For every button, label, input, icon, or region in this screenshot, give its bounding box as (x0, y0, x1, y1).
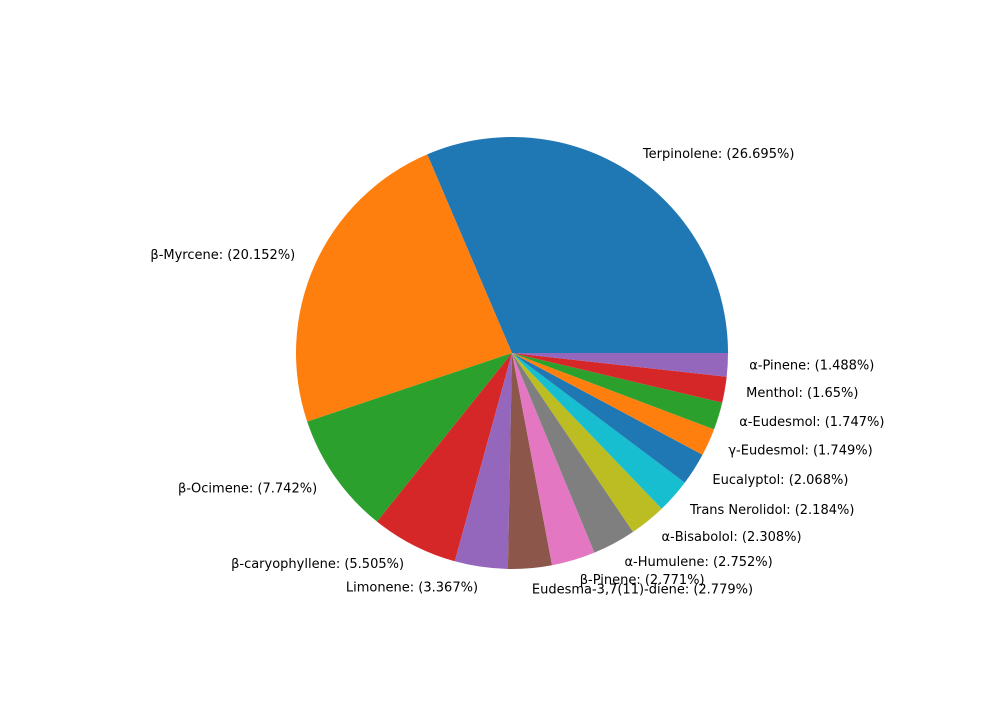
pie-slice (512, 353, 723, 430)
pie-slice (512, 353, 595, 566)
pie-slice (512, 353, 703, 483)
slice-label: β-caryophyllene: (5.505%) (231, 557, 404, 572)
pie-slice (376, 353, 512, 562)
slice-label: α-Eudesmol: (1.747%) (739, 415, 884, 430)
pie-slice (507, 353, 553, 569)
slice-label: Limonene: (3.367%) (346, 581, 478, 596)
slice-label: α-Humulene: (2.752%) (624, 555, 772, 570)
pie-slice (512, 353, 662, 532)
pie-slice (512, 353, 728, 377)
slice-label: Menthol: (1.65%) (746, 386, 858, 401)
slice-label: β-Ocimene: (7.742%) (178, 481, 317, 496)
slice-label: α-Pinene: (1.488%) (749, 359, 874, 374)
pie-slice (427, 136, 728, 353)
pie-slice (296, 154, 512, 422)
pie-slice (512, 353, 634, 553)
slice-label: β-Myrcene: (20.152%) (150, 248, 295, 263)
pie-slice (512, 353, 685, 509)
slice-label: α-Bisabolol: (2.308%) (661, 530, 801, 545)
slice-label: Eucalyptol: (2.068%) (712, 473, 848, 488)
slice-label: Eudesma-3,7(11)-diene: (2.779%) (532, 582, 753, 597)
pie-slice (454, 353, 512, 569)
slice-label: γ-Eudesmol: (1.749%) (728, 444, 872, 459)
pie-slice (512, 353, 727, 403)
slice-label: Terpinolene: (26.695%) (642, 147, 794, 162)
slice-label: β-Pinene: (2.771%) (580, 573, 705, 588)
pie-slice (512, 353, 715, 455)
slice-label: Trans Nerolidol: (2.184%) (689, 503, 855, 518)
pie-slice (307, 353, 512, 522)
